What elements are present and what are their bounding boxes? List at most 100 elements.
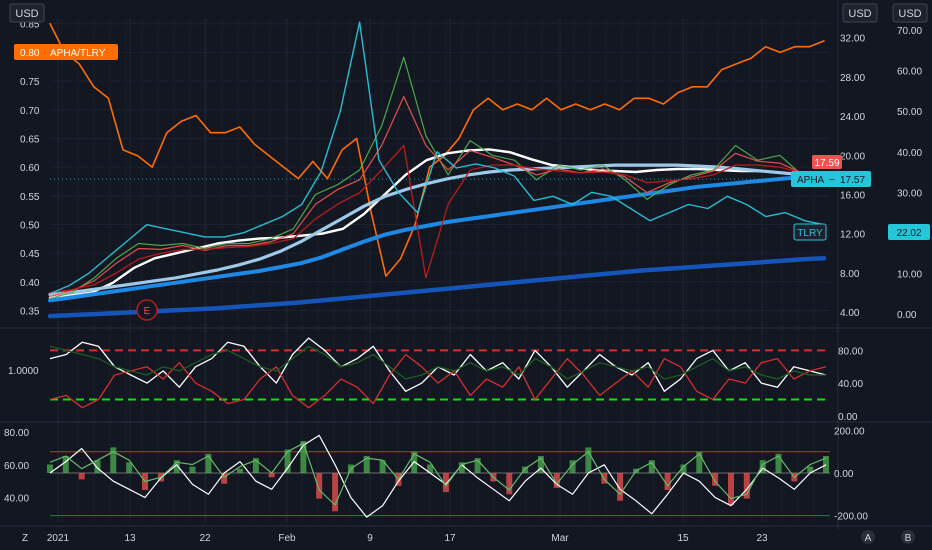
momentum-panel[interactable] — [47, 434, 830, 518]
momentum-left-tick: 60.00 — [4, 461, 29, 472]
momentum-histogram-bar — [474, 458, 481, 473]
mid-unit-box[interactable] — [842, 3, 878, 23]
grid — [0, 0, 932, 530]
momentum-histogram-bar — [205, 453, 212, 473]
right-unit-box[interactable] — [892, 3, 928, 23]
momentum-histogram-bar — [823, 456, 829, 473]
momentum-histogram-bar — [173, 460, 180, 473]
momentum-histogram-bar — [268, 473, 275, 478]
ratio-tag-value: 0.80 — [20, 48, 40, 59]
right-axis-tick: 40.00 — [897, 148, 922, 159]
momentum-histogram-bar — [807, 466, 814, 473]
momentum-histogram-bar — [680, 464, 687, 473]
axes: 2021 13 22 Feb 9 17 Mar 15 23 0.35 0.40 0.45 0.50 0.5… — [4, 20, 922, 544]
mid-axis-tick: 28.00 — [840, 73, 865, 84]
x-tick-label: 15 — [677, 533, 689, 544]
tlry-name-tag[interactable]: TLRY — [793, 223, 827, 241]
momentum-right-tick: 0.00 — [834, 469, 854, 480]
momentum-histogram-bar — [189, 466, 196, 473]
apha-price-value: 17.59 — [814, 158, 839, 169]
left-currency-label: USD — [15, 8, 38, 20]
momentum-histogram-bar — [537, 456, 544, 473]
x-tick-label: Mar — [551, 533, 569, 544]
left-axis-tick: 0.45 — [20, 249, 40, 260]
earnings-marker[interactable]: E — [136, 299, 158, 321]
scale-button-z[interactable]: Z — [22, 533, 28, 544]
mid-axis-tick: 24.00 — [840, 112, 865, 123]
momentum-histogram-bar — [332, 473, 339, 512]
momentum-histogram-bar — [427, 464, 434, 473]
x-tick-label: 13 — [124, 533, 136, 544]
apha-name-tag[interactable]: APHA − 17.57 — [791, 171, 871, 187]
main-series-line-7 — [49, 144, 825, 294]
oscillator-axis-tick: 40.00 — [838, 379, 863, 390]
momentum-histogram-bar — [62, 456, 69, 473]
left-axis-tick: 0.75 — [20, 77, 40, 88]
right-axis-tick: 70.00 — [897, 26, 922, 37]
momentum-histogram-bar — [284, 449, 291, 473]
left-unit-box[interactable] — [9, 3, 45, 23]
x-tick-label: 17 — [444, 533, 456, 544]
left-axis-tick: 0.50 — [20, 220, 40, 231]
momentum-histogram-bar — [363, 456, 370, 473]
main-series-line-4 — [47, 256, 827, 319]
auto-scale-button[interactable] — [861, 530, 875, 544]
momentum-left-tick: 40.00 — [4, 494, 29, 505]
right-axis-tick: 0.00 — [897, 310, 917, 321]
main-series-line-0 — [49, 22, 825, 277]
oscillator-series-line-1 — [49, 353, 827, 409]
momentum-histogram-bar — [94, 460, 101, 473]
momentum-histogram-bar — [126, 462, 133, 473]
apha-name-dash: − — [829, 175, 835, 186]
main-panel[interactable] — [47, 21, 830, 319]
oscillator-axis-tick: 0.00 — [838, 412, 858, 423]
main-series-line-8 — [49, 21, 825, 295]
momentum-histogram-bar — [110, 447, 117, 473]
log-scale-button[interactable] — [901, 530, 915, 544]
right-axis-tick: 50.00 — [897, 107, 922, 118]
momentum-series-line-1 — [49, 442, 827, 506]
mid-axis-tick: 8.00 — [840, 269, 860, 280]
momentum-histogram-bar — [300, 441, 307, 473]
momentum-series-line-0 — [49, 434, 827, 518]
right-currency-label: USD — [898, 8, 921, 20]
mid-axis-tick: 32.00 — [840, 34, 865, 45]
momentum-histogram-bar — [696, 451, 703, 473]
oscillator-panel[interactable] — [49, 337, 830, 409]
tlry-name-label: TLRY — [797, 228, 823, 239]
x-tick-label: 2021 — [47, 533, 70, 544]
momentum-histogram-bar — [458, 462, 465, 473]
right-axis-tick: 10.00 — [897, 269, 922, 280]
momentum-histogram-bar — [316, 473, 323, 499]
ratio-tag-name: APHA/TLRY — [50, 48, 106, 59]
main-series-line-1 — [48, 148, 826, 299]
oscillator-left-label: 1.0000 — [8, 366, 39, 377]
left-axis-tick: 0.40 — [20, 278, 40, 289]
main-series-line-6 — [49, 95, 825, 298]
x-tick-label: 22 — [199, 533, 211, 544]
earnings-marker-label: E — [144, 306, 151, 317]
x-tick-label: 9 — [367, 533, 373, 544]
apha-name-value: 17.57 — [840, 175, 865, 186]
momentum-histogram-bar — [442, 473, 449, 493]
ratio-tag[interactable]: 0.80 APHA/TLRY — [14, 44, 118, 60]
mid-axis-tick: 4.00 — [840, 308, 860, 319]
tlry-price-value: 22.02 — [896, 228, 921, 239]
momentum-histogram-bar — [506, 473, 513, 495]
main-series-line-2 — [48, 163, 826, 297]
scale-button-b: B — [905, 533, 912, 544]
oscillator-axis-tick: 80.00 — [838, 346, 863, 357]
tlry-price-tag[interactable]: 22.02 — [888, 224, 930, 240]
momentum-histogram-bar — [221, 473, 228, 484]
left-axis-tick: 0.55 — [20, 192, 40, 203]
momentum-histogram-bar — [712, 473, 719, 486]
left-axis-tick: 0.70 — [20, 106, 40, 117]
apha-price-tag[interactable]: 17.59 — [812, 155, 842, 169]
left-axis-tick: 0.85 — [20, 20, 40, 31]
momentum-histogram-bar — [522, 466, 529, 473]
mid-axis-tick: 20.00 — [840, 151, 865, 162]
momentum-left-tick: 80.00 — [4, 428, 29, 439]
oscillator-series-line-2 — [49, 345, 826, 380]
mid-axis-tick: 12.00 — [840, 230, 865, 241]
